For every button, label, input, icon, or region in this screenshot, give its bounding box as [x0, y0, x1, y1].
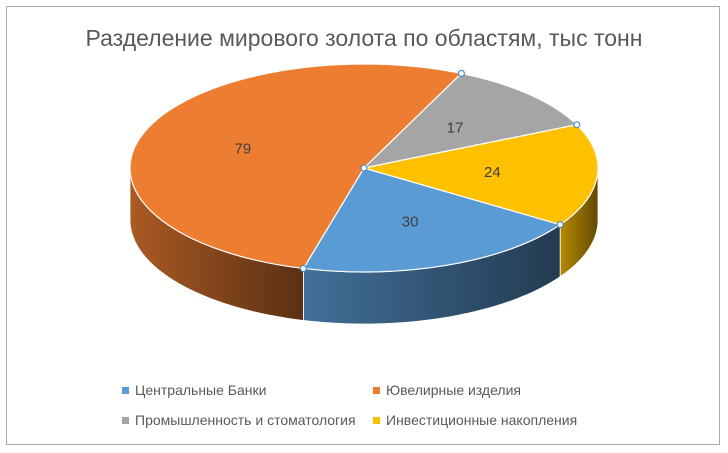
selection-handle[interactable] [457, 69, 465, 78]
legend-item-0: Центральные Банки [122, 382, 266, 398]
legend-item-3: Инвестиционные накопления [373, 412, 577, 428]
slice-0[interactable] [302, 167, 562, 273]
selection-handle[interactable] [556, 221, 564, 229]
data-label-1: 79 [235, 141, 252, 158]
legend-label: Центральные Банки [135, 382, 267, 398]
selection-handle[interactable] [299, 264, 307, 273]
selection-handle[interactable] [573, 121, 581, 129]
data-label-3: 24 [484, 164, 501, 181]
legend-label: Ювелирные изделия [386, 382, 521, 398]
legend-item-1: Ювелирные изделия [373, 382, 521, 398]
legend-swatch [122, 416, 129, 424]
selection-handle[interactable] [360, 164, 368, 172]
chart-title: Разделение мирового золота по областям, … [85, 25, 643, 51]
legend-label: Промышленность и стоматология [135, 412, 356, 428]
slice-3[interactable] [363, 124, 599, 226]
data-label-0: 30 [402, 213, 419, 230]
legend-swatch [122, 386, 129, 394]
slice-2[interactable] [362, 72, 578, 169]
legend-swatch [373, 416, 380, 424]
legend-item-2: Промышленность и стоматология [122, 412, 356, 428]
legend-label: Инвестиционные накопления [386, 412, 578, 428]
legend-swatch [373, 386, 380, 394]
data-label-2: 17 [447, 120, 464, 137]
slice-1[interactable] [129, 63, 463, 270]
